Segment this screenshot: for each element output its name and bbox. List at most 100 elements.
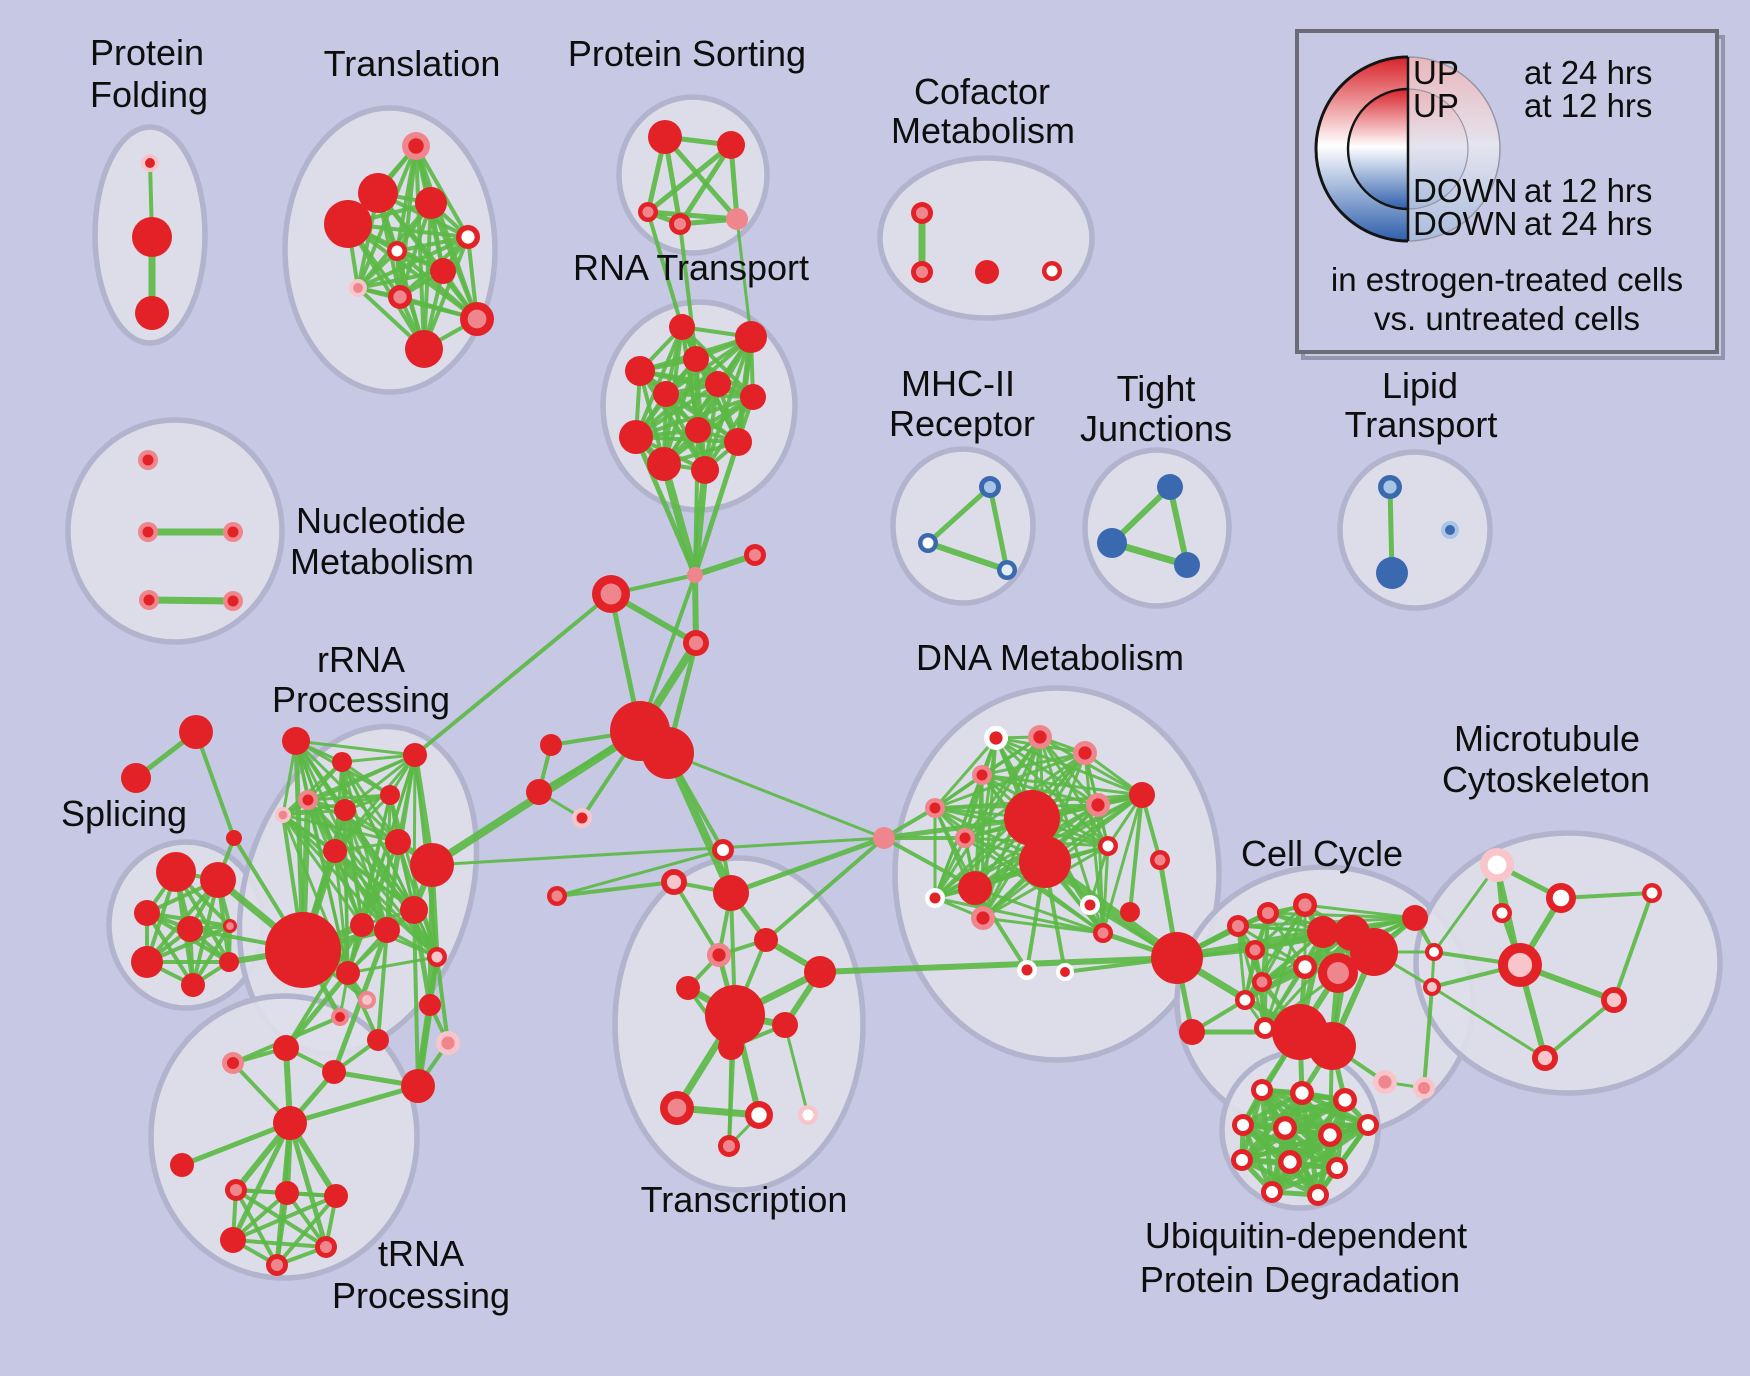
node-inner-core — [1361, 1118, 1375, 1132]
network-node-rr13 — [374, 917, 400, 943]
legend-row-up24-time: at 24 hrs — [1524, 54, 1652, 91]
network-edge — [666, 751, 886, 840]
cluster-label-nucleotide-metabolism-1: Metabolism — [290, 541, 474, 582]
network-edge — [340, 753, 417, 764]
cluster-label-rna-transport-0: RNA Transport — [573, 247, 809, 288]
network-edge — [281, 760, 344, 817]
network-node-tn10 — [220, 1227, 246, 1253]
network-node-rr15 — [336, 961, 360, 985]
cluster-label-trna-processing-0: tRNA — [378, 1233, 464, 1274]
node-inner-core — [1646, 887, 1658, 899]
network-node-rt9 — [685, 417, 711, 443]
network-node-lp3 — [1376, 557, 1408, 589]
network-node-tr2 — [358, 173, 398, 213]
network-node-tr9 — [388, 285, 412, 309]
node-inner-core — [467, 309, 487, 329]
node-inner-core — [1487, 855, 1507, 875]
cluster-label-nucleotide-metabolism-0: Nucleotide — [296, 500, 466, 541]
node-outer-ring — [713, 875, 749, 911]
node-outer-ring — [403, 743, 427, 767]
network-node-sp6 — [131, 946, 163, 978]
node-inner-core — [270, 1258, 284, 1272]
node-outer-ring — [401, 1069, 435, 1103]
cluster-label-mhc-ii-receptor-1: Receptor — [889, 403, 1035, 444]
network-node-rt10 — [724, 428, 752, 456]
node-inner-core — [1097, 927, 1109, 939]
node-inner-core — [667, 1098, 687, 1118]
network-node-tc7 — [705, 985, 765, 1045]
node-inner-core — [302, 794, 314, 806]
network-node-dm21 — [1080, 895, 1100, 915]
node-outer-ring — [1019, 836, 1071, 888]
node-inner-core — [142, 454, 154, 466]
network-node-rr14 — [400, 896, 428, 924]
network-node-mh2 — [918, 533, 938, 553]
network-node-sp2 — [200, 862, 236, 898]
cluster-ellipse-lipid-transport — [1337, 449, 1493, 611]
node-outer-ring — [1174, 552, 1200, 578]
network-node-dm11 — [955, 828, 975, 848]
node-outer-ring — [685, 417, 711, 443]
network-node-rr17 — [358, 991, 376, 1009]
node-outer-ring — [958, 871, 992, 905]
node-inner-core — [802, 1109, 814, 1121]
network-edge — [987, 484, 1010, 573]
network-edge — [634, 325, 684, 439]
network-edge — [1432, 863, 1499, 954]
network-edge — [356, 235, 470, 290]
network-edge — [287, 1120, 329, 1250]
network-node-tn3 — [322, 1060, 346, 1084]
network-edge — [933, 896, 1105, 935]
node-inner-core — [461, 230, 475, 244]
node-outer-ring — [419, 994, 441, 1016]
network-node-tj2 — [1097, 528, 1127, 558]
node-outer-ring — [273, 1035, 299, 1061]
node-outer-ring — [1151, 932, 1203, 984]
node-outer-ring — [156, 852, 196, 892]
node-outer-ring — [526, 779, 552, 805]
node-inner-core — [1060, 967, 1070, 977]
network-edge — [933, 751, 1087, 810]
node-outer-ring — [385, 829, 411, 855]
cluster-label-cofactor-metabolism-1: Metabolism — [891, 110, 1075, 151]
node-inner-core — [983, 480, 997, 494]
network-edge — [933, 735, 1042, 900]
node-inner-core — [576, 812, 588, 824]
network-node-j2 — [744, 544, 766, 566]
node-inner-core — [441, 1036, 455, 1050]
node-inner-core — [1091, 798, 1105, 812]
network-node-ub6 — [1318, 1123, 1342, 1147]
node-outer-ring — [772, 1012, 798, 1038]
network-node-rt5 — [705, 371, 731, 397]
network-edge — [1236, 924, 1247, 1002]
node-inner-core — [1606, 992, 1622, 1008]
cluster-label-translation-0: Translation — [324, 43, 501, 84]
network-node-cf3 — [975, 260, 999, 284]
network-node-dm20 — [1150, 850, 1170, 870]
cluster-label-microtubule-cytoskeleton-1: Cytoskeleton — [1442, 759, 1650, 800]
network-node-tr4 — [415, 187, 447, 219]
network-edge — [145, 596, 237, 605]
node-outer-ring — [350, 913, 374, 937]
network-edge — [306, 793, 392, 802]
legend-row-up12-time: at 12 hrs — [1524, 87, 1652, 124]
network-node-pf2 — [132, 217, 172, 257]
network-node-rt1 — [669, 314, 695, 340]
node-outer-ring — [134, 900, 160, 926]
node-inner-core — [1537, 1050, 1553, 1066]
node-inner-core — [1383, 480, 1397, 494]
network-node-rr4 — [298, 790, 318, 810]
node-outer-ring — [1120, 902, 1140, 922]
network-node-mh1 — [979, 476, 1001, 498]
network-edge — [234, 1188, 279, 1267]
node-inner-core — [393, 290, 407, 304]
network-node-dm13 — [958, 871, 992, 905]
network-node-tr1 — [402, 132, 430, 160]
cluster-label-trna-processing-1: Processing — [332, 1275, 510, 1316]
node-outer-ring — [754, 928, 778, 952]
network-node-rt7 — [740, 384, 766, 410]
network-node-dm7 — [1019, 836, 1071, 888]
network-edge — [633, 434, 698, 578]
node-inner-core — [976, 769, 988, 781]
